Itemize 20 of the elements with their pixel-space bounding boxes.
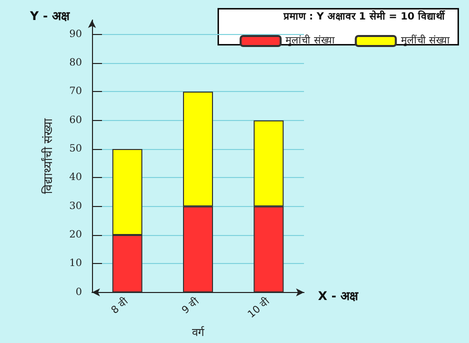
y-tick-label: 40 xyxy=(69,172,82,184)
text: Y - अक्ष xyxy=(29,9,72,23)
x-tick-label: 9 वी xyxy=(180,295,202,316)
y-tick-label: 20 xyxy=(69,230,82,240)
x-axis-title: वर्ग xyxy=(192,326,205,339)
x-tick-label: 8 वी xyxy=(108,295,131,316)
x-tick-label: 10 वी xyxy=(245,295,272,321)
y-tick-label: 30 xyxy=(69,200,82,212)
legend-label: मुलींची संख्या xyxy=(400,34,450,46)
y-tick-label: 70 xyxy=(69,86,82,98)
y-tick-label: 0 xyxy=(76,286,82,298)
text: X - अक्ष xyxy=(318,289,360,303)
y-axis-title: विद्यार्थ्यांची संख्या xyxy=(41,117,55,194)
y-tick-label: 10 xyxy=(69,258,82,270)
legend-label: मुलांची संख्या xyxy=(286,34,335,46)
annotation: प्रमाण : Y अक्षावर 1 सेमी = 10 विद्यार्थी xyxy=(282,10,446,22)
y-tick-label: 50 xyxy=(69,144,82,154)
y-tick-label: 80 xyxy=(69,58,82,68)
y-tick-label: 90 xyxy=(69,28,82,40)
y-tick-label: 60 xyxy=(69,114,82,126)
